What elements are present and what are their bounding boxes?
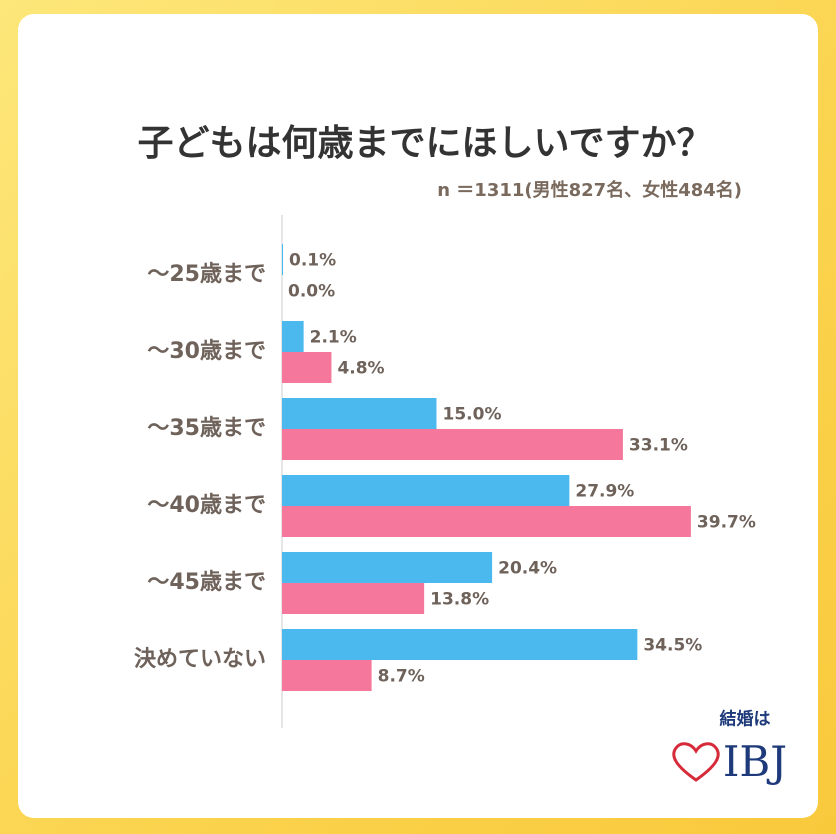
logo-heart	[672, 742, 720, 782]
value-label: 2.1%	[310, 328, 357, 348]
value-label: 4.8%	[337, 359, 384, 379]
category-label: ～45歳まで	[147, 570, 266, 595]
bar	[282, 352, 332, 383]
category-label: ～30歳まで	[147, 339, 266, 364]
logo-tagline: 結婚は	[720, 709, 771, 730]
value-label: 8.7%	[378, 667, 425, 687]
value-label: 15.0%	[443, 405, 502, 425]
value-label: 20.4%	[498, 559, 557, 579]
value-label: 33.1%	[629, 436, 688, 456]
chart-subtitle: n ＝1311(男性827名、女性484名)	[437, 179, 742, 201]
logo-name: IBJ	[723, 737, 787, 786]
category-label: ～40歳まで	[147, 493, 266, 518]
value-label: 34.5%	[643, 636, 702, 656]
category-label: 決めていない	[134, 647, 266, 672]
bar	[282, 321, 304, 352]
value-label: 27.9%	[575, 482, 634, 502]
chart-title: 子どもは何歳までにほしいですか？	[138, 123, 713, 164]
bar	[282, 583, 425, 614]
bar	[282, 552, 493, 583]
bar	[282, 244, 284, 275]
category-label: ～25歳まで	[147, 262, 266, 287]
bar	[282, 475, 570, 506]
value-label: 13.8%	[430, 590, 489, 610]
value-label: 0.1%	[289, 251, 336, 271]
bar	[282, 429, 623, 460]
bar	[282, 398, 437, 429]
value-label: 0.0%	[288, 282, 335, 302]
category-label: ～35歳まで	[147, 416, 266, 441]
bar	[282, 506, 691, 537]
bar	[282, 629, 638, 660]
value-label: 39.7%	[697, 513, 756, 533]
bar	[282, 660, 372, 691]
